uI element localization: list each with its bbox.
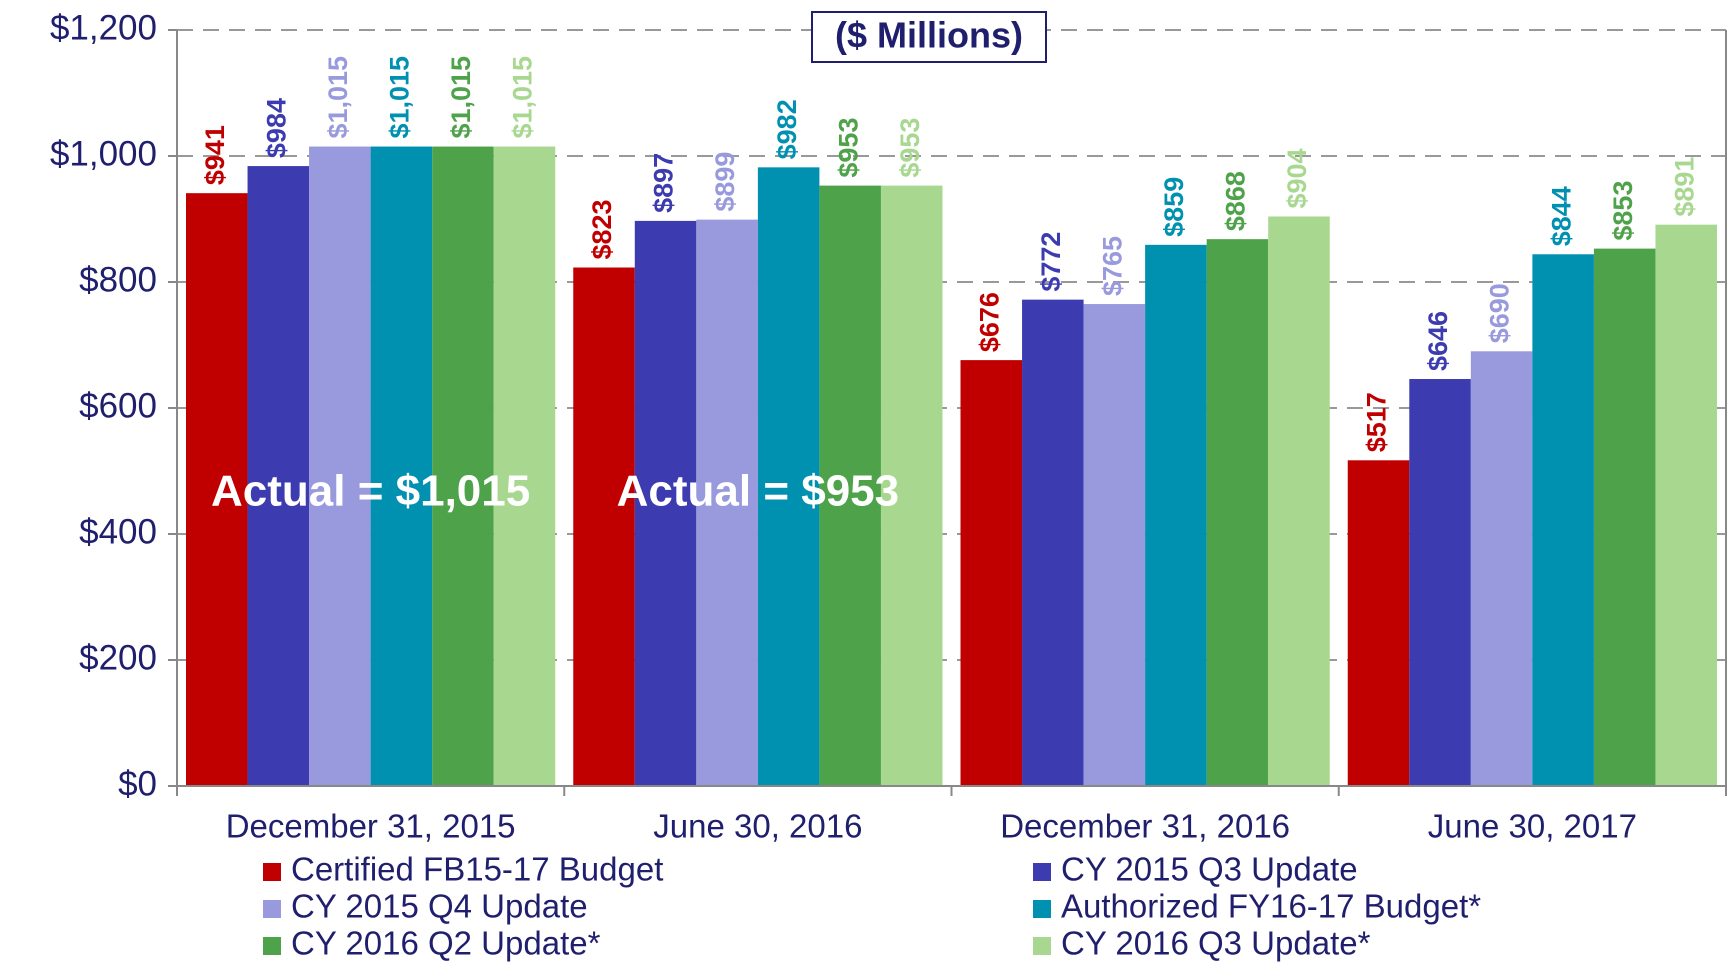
legend-label: Certified FB15-17 Budget [291, 851, 663, 888]
bar [1470, 351, 1533, 786]
bar [186, 193, 248, 787]
y-tick-label: $800 [79, 260, 157, 299]
legend-label: CY 2015 Q4 Update [291, 888, 588, 925]
bar [1268, 216, 1330, 787]
bar [370, 146, 433, 787]
data-label: $897 [649, 153, 679, 213]
data-label: $904 [1282, 148, 1312, 208]
bar [880, 185, 943, 787]
legend-swatch [263, 937, 281, 955]
bar [1145, 244, 1207, 786]
bar [1593, 248, 1656, 787]
bar [1347, 460, 1410, 786]
data-label: $690 [1485, 283, 1515, 343]
data-label: $517 [1362, 392, 1392, 452]
data-label: $982 [772, 99, 802, 159]
x-tick-label: June 30, 2016 [653, 808, 862, 845]
data-label: $1,015 [446, 56, 476, 139]
bar [1532, 254, 1594, 786]
data-label: $941 [200, 125, 230, 185]
data-label: $853 [1608, 181, 1638, 241]
y-tick-label: $200 [79, 638, 157, 677]
data-label: $868 [1221, 171, 1251, 231]
annotation: Actual = $953 [617, 467, 900, 516]
data-label: $844 [1546, 186, 1576, 246]
bar [1206, 239, 1269, 786]
annotation: Actual = $1,015 [211, 467, 530, 516]
y-tick-label: $600 [79, 386, 157, 425]
data-label: $953 [833, 118, 863, 178]
bar [1409, 379, 1471, 786]
x-tick-label: December 31, 2015 [226, 808, 516, 845]
legend-label: CY 2016 Q2 Update* [291, 925, 601, 962]
data-label: $984 [261, 98, 291, 158]
data-label: $953 [895, 118, 925, 178]
bar [1022, 299, 1084, 786]
data-label: $1,015 [323, 56, 353, 139]
data-label: $1,015 [385, 56, 415, 139]
y-tick-label: $0 [118, 764, 157, 803]
data-label: $891 [1669, 157, 1699, 217]
bar [960, 360, 1023, 786]
bar [634, 220, 697, 786]
y-tick-label: $1,000 [50, 134, 157, 173]
bar [573, 267, 635, 786]
y-tick-label: $1,200 [50, 8, 157, 47]
bar [432, 146, 494, 787]
subtitle: ($ Millions) [835, 15, 1023, 56]
bar [1655, 224, 1717, 787]
bar [247, 166, 310, 786]
x-tick-label: December 31, 2016 [1000, 808, 1290, 845]
subtitle-box [811, 11, 1047, 63]
legend-label: CY 2016 Q3 Update* [1061, 925, 1371, 962]
legend-swatch [1033, 863, 1051, 881]
legend-label: Authorized FY16-17 Budget* [1061, 888, 1481, 925]
bar [819, 185, 881, 787]
data-label: $823 [587, 199, 617, 259]
bar [757, 167, 820, 787]
data-label: $899 [710, 152, 740, 212]
bar [493, 146, 556, 787]
bar [1083, 304, 1146, 786]
x-tick-label: June 30, 2017 [1428, 808, 1637, 845]
bar [696, 219, 758, 786]
data-label: $1,015 [508, 56, 538, 139]
data-label: $765 [1097, 236, 1127, 296]
legend-swatch [263, 863, 281, 881]
data-label: $772 [1036, 232, 1066, 292]
legend-swatch [263, 900, 281, 918]
data-label: $676 [974, 292, 1004, 352]
bar [309, 146, 371, 787]
y-tick-label: $400 [79, 512, 157, 551]
data-label: $646 [1423, 311, 1453, 371]
legend-label: CY 2015 Q3 Update [1061, 851, 1358, 888]
legend-swatch [1033, 900, 1051, 918]
data-label: $859 [1159, 177, 1189, 237]
legend-swatch [1033, 937, 1051, 955]
